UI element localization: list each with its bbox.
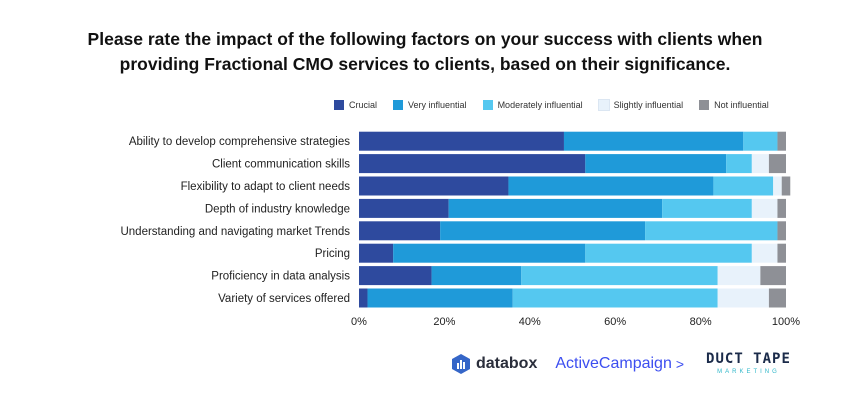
x-tick-label: 0%: [351, 316, 367, 328]
legend-label-slightly-influential: Slightly influential: [613, 100, 684, 110]
bar-segment-very-influential-depth-of-industry-knowledge: [448, 198, 663, 218]
bar-segment-slightly-influential-pricing: [751, 243, 778, 263]
legend-swatch-crucial: [334, 100, 344, 110]
duct-tape-marketing-logo: DUCT TAPE MARKETING: [706, 352, 791, 375]
bar-segment-slightly-influential-flexibility-to-adapt-to-client-needs: [773, 176, 782, 196]
legend-item-not-influential: Not influential: [699, 100, 769, 110]
bar-segment-slightly-influential-depth-of-industry-knowledge: [751, 198, 778, 218]
x-tick-label: 60%: [604, 316, 626, 328]
bar-segment-moderately-influential-depth-of-industry-knowledge: [662, 198, 752, 218]
bar-segment-not-influential-pricing: [777, 243, 786, 263]
activecampaign-logo: ActiveCampaign >: [555, 355, 684, 373]
bar-segment-very-influential-ability-to-develop-comprehensive-strategies: [563, 131, 744, 151]
legend-label-moderately-influential: Moderately influential: [497, 100, 583, 110]
sponsor-logos: databox ActiveCampaign > DUCT TAPE MARKE…: [452, 352, 791, 375]
x-tick-label: 20%: [433, 316, 455, 328]
bar-segment-crucial-ability-to-develop-comprehensive-strategies: [359, 131, 564, 151]
chart-title-line-2: providing Fractional CMO services to cli…: [119, 54, 731, 74]
category-label: Client communication skills: [212, 159, 350, 171]
bar-segment-crucial-proficiency-in-data-analysis: [359, 266, 432, 286]
legend-swatch-moderately-influential: [482, 100, 493, 110]
bar-segment-slightly-influential-variety-of-services-offered: [717, 288, 769, 308]
legend-label-very-influential: Very influential: [408, 100, 467, 110]
bar-segment-crucial-client-communication-skills: [359, 154, 586, 174]
category-label: Pricing: [315, 248, 350, 260]
legend-swatch-very-influential: [393, 100, 404, 110]
category-label: Depth of industry knowledge: [205, 203, 350, 215]
bar-segment-moderately-influential-variety-of-services-offered: [512, 288, 718, 308]
x-tick-label: 100%: [772, 316, 800, 328]
bar-segment-moderately-influential-understanding-and-navigating-market-trends: [645, 221, 778, 241]
bar-segment-not-influential-understanding-and-navigating-market-trends: [777, 221, 786, 241]
bar-segment-not-influential-flexibility-to-adapt-to-client-needs: [781, 176, 791, 196]
category-label: Proficiency in data analysis: [211, 271, 350, 283]
marketing-wordmark: MARKETING: [717, 369, 780, 375]
legend-label-not-influential: Not influential: [714, 100, 769, 110]
bar-segment-very-influential-flexibility-to-adapt-to-client-needs: [508, 176, 714, 196]
bar-segment-not-influential-ability-to-develop-comprehensive-strategies: [777, 131, 786, 151]
databox-icon: [452, 353, 470, 374]
bar-segment-moderately-influential-ability-to-develop-comprehensive-strategies: [743, 131, 778, 151]
databox-wordmark: databox: [476, 354, 538, 372]
category-label: Understanding and navigating market Tren…: [120, 226, 350, 238]
bar-segment-not-influential-depth-of-industry-knowledge: [777, 198, 786, 218]
bar-segment-moderately-influential-pricing: [585, 243, 752, 263]
bar-segment-very-influential-understanding-and-navigating-market-trends: [440, 221, 646, 241]
bar-segment-not-influential-proficiency-in-data-analysis: [760, 266, 786, 286]
legend-swatch-slightly-influential: [597, 99, 610, 111]
legend-item-moderately-influential: Moderately influential: [482, 100, 583, 110]
bar-segment-very-influential-client-communication-skills: [585, 154, 727, 174]
category-label: Flexibility to adapt to client needs: [181, 181, 351, 193]
legend-item-slightly-influential: Slightly influential: [597, 99, 684, 111]
x-tick-label: 80%: [690, 316, 712, 328]
legend-item-very-influential: Very influential: [393, 100, 467, 110]
x-tick-label: 40%: [519, 316, 541, 328]
chart-title-line-1: Please rate the impact of the following …: [87, 29, 763, 49]
chart-title: Please rate the impact of the following …: [0, 27, 850, 77]
stacked-bar-chart: Ability to develop comprehensive strateg…: [120, 131, 800, 328]
bar-segment-crucial-pricing: [359, 243, 394, 263]
bar-segment-very-influential-pricing: [393, 243, 586, 263]
activecampaign-wordmark: ActiveCampaign: [555, 354, 672, 372]
bar-segment-moderately-influential-client-communication-skills: [726, 154, 752, 174]
bar-segment-crucial-depth-of-industry-knowledge: [359, 198, 449, 218]
bar-segment-very-influential-variety-of-services-offered: [367, 288, 513, 308]
bar-segment-not-influential-client-communication-skills: [768, 154, 786, 174]
activecampaign-chevron-icon: >: [675, 355, 685, 372]
bar-segment-slightly-influential-client-communication-skills: [751, 154, 769, 174]
bar-segment-moderately-influential-flexibility-to-adapt-to-client-needs: [713, 176, 774, 196]
databox-logo: databox: [452, 353, 538, 374]
legend-item-crucial: Crucial: [334, 100, 377, 110]
bar-segment-not-influential-variety-of-services-offered: [768, 288, 786, 308]
bar-segment-slightly-influential-proficiency-in-data-analysis: [717, 266, 761, 286]
duct-tape-wordmark: DUCT TAPE: [706, 351, 791, 367]
category-label: Variety of services offered: [218, 293, 350, 305]
legend-swatch-not-influential: [699, 100, 710, 110]
bar-segment-crucial-variety-of-services-offered: [359, 288, 368, 308]
bar-segment-moderately-influential-proficiency-in-data-analysis: [521, 266, 718, 286]
legend-label-crucial: Crucial: [349, 100, 378, 110]
legend: Crucial Very influential Moderately infl…: [334, 99, 769, 111]
category-label: Ability to develop comprehensive strateg…: [129, 136, 350, 148]
bar-segment-crucial-understanding-and-navigating-market-trends: [359, 221, 441, 241]
bar-segment-very-influential-proficiency-in-data-analysis: [431, 266, 522, 286]
bar-segment-crucial-flexibility-to-adapt-to-client-needs: [359, 176, 509, 196]
